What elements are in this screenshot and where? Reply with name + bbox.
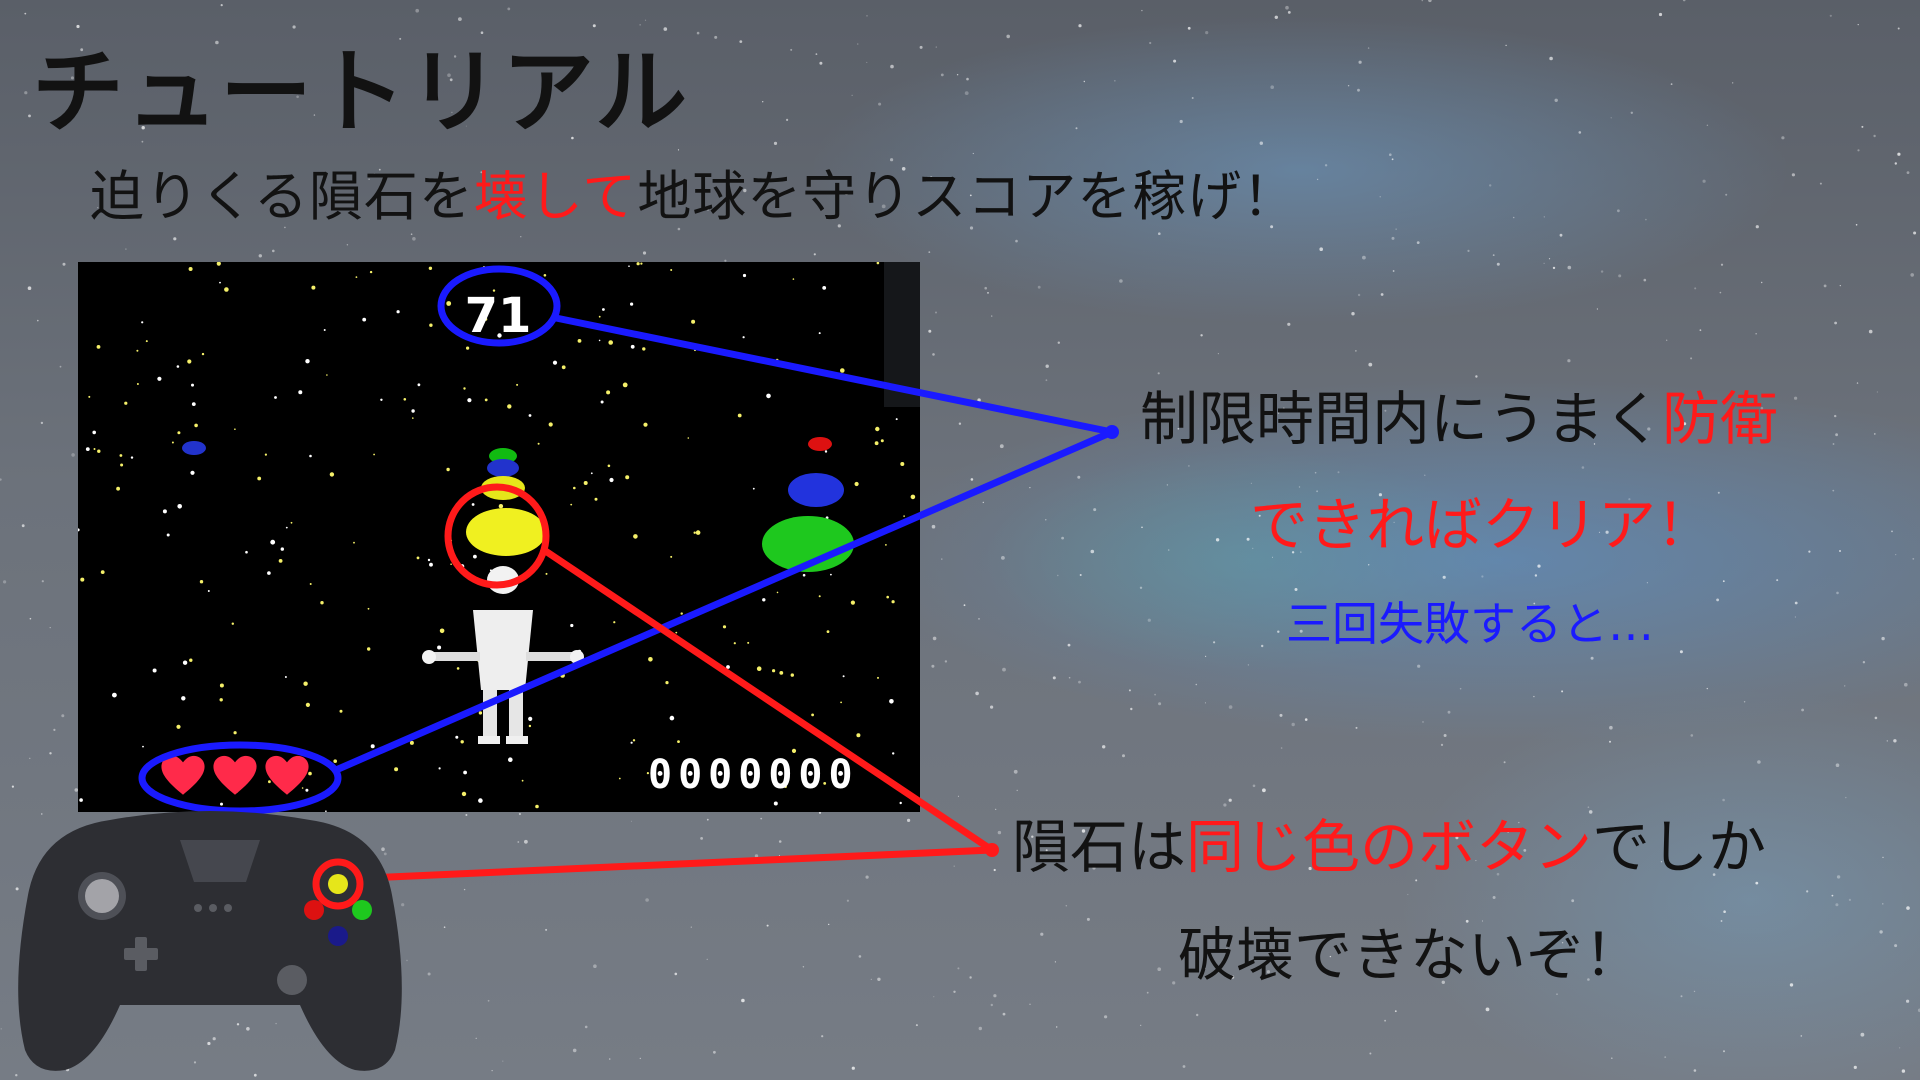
game-screenshot: 71 0000000 [78,262,920,812]
heart-icon [213,755,257,795]
blue-button [328,926,348,946]
slide-subtitle: 迫りくる隕石を壊して地球を守りスコアを稼げ！ [90,152,1297,231]
button-rule-text-2: でしか [1592,813,1767,881]
meteor-green-right [762,516,854,572]
player-robot [422,566,584,744]
gamepad-icon [18,811,402,1071]
time-limit-text: 制限時間内にうまく防衛 [1140,372,1778,456]
yellow-button [328,874,348,894]
meteor-yellow-mid [481,476,525,500]
button-rule-text: 隕石は同じ色のボタンでしか [1012,800,1766,884]
lives-display [160,754,310,804]
score-display: 0000000 [648,752,859,798]
clear-text: できればクリア！ [1250,491,1715,559]
button-highlight-ring [312,858,364,910]
meteor-blue-small [182,441,206,455]
meteor-yellow-target [466,508,546,556]
meteor-blue-mid [487,459,519,477]
time-limit-text-1: 制限時間内にうまく [1140,385,1663,453]
subtitle-text-1: 迫りくる隕石を [90,165,474,228]
red-button [304,900,324,920]
green-button [352,900,372,920]
heart-icon [265,755,309,795]
heart-icon [161,755,205,795]
fail-text: 三回失敗すると… [1286,597,1654,651]
meteor-blue-right [788,473,844,507]
button-rule-highlight: 同じ色のボタン [1186,813,1593,881]
button-rule-text-1: 隕石は [1012,813,1187,881]
meteor-red-small [808,437,832,451]
subtitle-highlight: 壊して [473,165,638,228]
time-limit-highlight: 防衛 [1662,385,1779,453]
button-rule-line2: 破壊できないぞ！ [1178,921,1643,989]
slide-title: チュートリアル [32,39,690,146]
subtitle-text-2: 地球を守りスコアを稼げ！ [637,165,1298,228]
game-scene [182,437,854,744]
